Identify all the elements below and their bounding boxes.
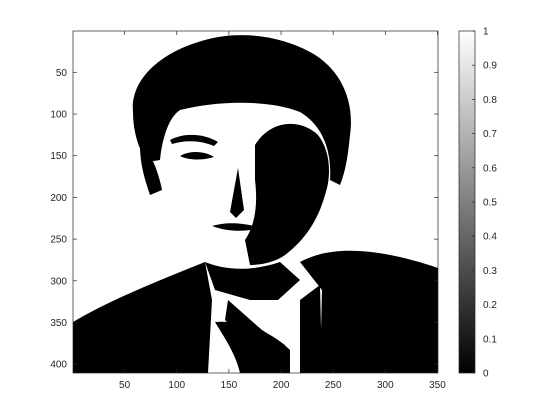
colorbar-tick-label: 0.6 — [483, 163, 497, 174]
hair-region — [132, 35, 351, 185]
x-tick-label: 300 — [377, 380, 394, 391]
colorbar-tick-label: 0.4 — [483, 232, 497, 243]
colorbar-tick-label: 0 — [483, 369, 489, 380]
y-tick-label: 200 — [50, 193, 67, 204]
colorbar-tick-label: 0.3 — [483, 266, 497, 277]
x-tick-label: 250 — [325, 380, 342, 391]
colorbar-tick-label: 0.9 — [483, 61, 497, 72]
left-brow — [170, 134, 218, 146]
y-tick-label: 350 — [50, 318, 67, 329]
x-tick-label: 350 — [429, 380, 446, 391]
lapel-right — [300, 285, 322, 373]
colorbar-tick-label: 1 — [483, 27, 489, 38]
plot-frame — [72, 30, 439, 374]
colorbar-tick-label: 0.2 — [483, 300, 497, 311]
x-tick-label: 50 — [119, 380, 131, 391]
colorbar-tick-label: 0.7 — [483, 129, 497, 140]
colorbar-tick-label: 0.8 — [483, 95, 497, 106]
x-tick-label: 100 — [168, 380, 185, 391]
y-axis: 50 100 150 200 250 300 350 400 — [50, 68, 438, 371]
jacket — [73, 262, 212, 373]
binary-portrait-image — [73, 35, 438, 373]
right-eye — [258, 150, 292, 162]
collar-shadow — [215, 321, 290, 373]
y-tick-label: 250 — [50, 235, 67, 246]
neck-shadow — [205, 262, 300, 300]
image-plot — [73, 31, 438, 373]
x-tick-label: 150 — [221, 380, 238, 391]
y-tick-label: 150 — [50, 151, 67, 162]
y-tick-label: 400 — [50, 360, 67, 371]
left-eye — [180, 151, 214, 160]
y-tick-label: 300 — [50, 276, 67, 287]
y-tick-label: 100 — [50, 109, 67, 120]
mouth — [212, 223, 262, 231]
nose-shadow — [230, 168, 244, 218]
y-tick-label: 50 — [56, 68, 68, 79]
colorbar-gradient — [459, 31, 475, 373]
jacket-right — [300, 250, 438, 373]
colorbar-tick-label: 0.5 — [483, 198, 497, 209]
left-hair-side — [140, 145, 162, 195]
colorbar-tick-label: 0.1 — [483, 334, 497, 345]
colorbar-axis: 0 0.1 0.2 0.3 0.4 0.5 0.6 0.7 0.8 0.9 1 — [472, 27, 497, 380]
x-tick-label: 200 — [273, 380, 290, 391]
x-axis: 50 100 150 200 250 300 350 — [119, 31, 446, 391]
